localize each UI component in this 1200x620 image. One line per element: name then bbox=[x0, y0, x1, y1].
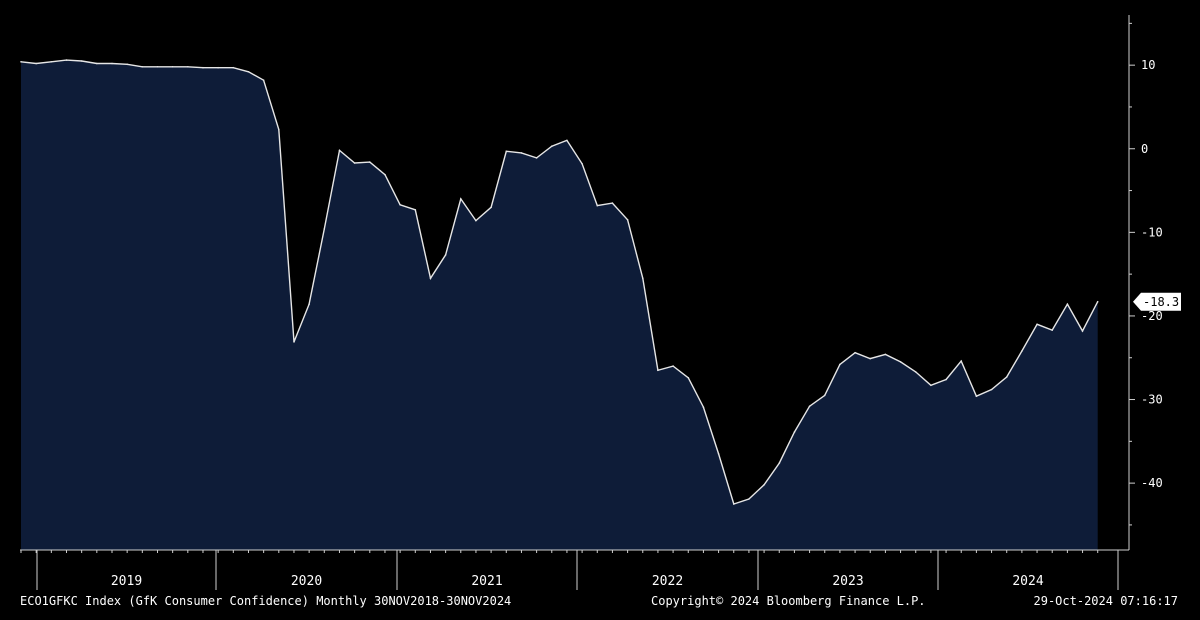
data-point bbox=[839, 363, 841, 366]
footer-timestamp: 29-Oct-2024 07:16:17 bbox=[1034, 594, 1179, 608]
data-point bbox=[293, 341, 295, 343]
last-value-label: -18.3 bbox=[1143, 295, 1179, 309]
data-point bbox=[1021, 350, 1023, 352]
data-point bbox=[217, 66, 219, 69]
x-tick-label: 2019 bbox=[111, 574, 142, 589]
data-point bbox=[763, 484, 765, 486]
data-point bbox=[414, 209, 417, 211]
data-point bbox=[156, 66, 159, 68]
data-point bbox=[308, 303, 310, 306]
data-point bbox=[20, 61, 22, 63]
data-point bbox=[353, 162, 356, 164]
data-point bbox=[672, 365, 674, 367]
series-area bbox=[21, 60, 1098, 550]
data-point bbox=[884, 353, 887, 356]
data-point bbox=[1005, 376, 1008, 378]
y-tick-label: -30 bbox=[1141, 393, 1163, 407]
data-point bbox=[657, 369, 659, 372]
data-point bbox=[96, 62, 98, 65]
data-point bbox=[444, 254, 447, 256]
data-point bbox=[505, 150, 508, 153]
data-point bbox=[566, 139, 568, 142]
x-tick-label: 2021 bbox=[471, 574, 502, 589]
data-point bbox=[35, 62, 37, 65]
x-tick-label: 2023 bbox=[832, 574, 863, 589]
data-point bbox=[960, 360, 962, 362]
y-tick-label: -20 bbox=[1141, 309, 1163, 323]
data-point bbox=[1096, 300, 1099, 303]
data-point bbox=[808, 405, 811, 408]
data-point bbox=[975, 395, 978, 398]
data-point bbox=[596, 204, 599, 207]
data-point bbox=[126, 63, 128, 66]
plot-layer bbox=[20, 59, 1099, 550]
data-point bbox=[748, 498, 750, 500]
data-point bbox=[1081, 330, 1084, 332]
footer: ECO1GFKC Index (GfK Consumer Confidence)… bbox=[20, 594, 1178, 608]
data-point bbox=[247, 71, 250, 73]
data-point bbox=[429, 277, 432, 280]
data-point bbox=[899, 361, 902, 363]
data-point bbox=[551, 145, 553, 147]
data-point bbox=[945, 378, 947, 381]
data-point bbox=[1051, 329, 1053, 331]
data-point bbox=[490, 206, 492, 209]
data-point bbox=[369, 161, 371, 163]
data-point bbox=[642, 277, 644, 280]
data-point bbox=[50, 61, 53, 63]
y-tick-label: -40 bbox=[1141, 476, 1163, 490]
data-point bbox=[717, 453, 720, 455]
data-point bbox=[914, 371, 917, 373]
data-point bbox=[581, 163, 583, 165]
y-tick-label: 10 bbox=[1141, 58, 1155, 72]
data-point bbox=[930, 384, 932, 387]
data-point bbox=[869, 357, 871, 360]
data-point bbox=[141, 66, 144, 68]
data-point bbox=[111, 62, 113, 65]
data-point bbox=[65, 59, 68, 61]
data-point bbox=[823, 394, 826, 397]
data-point bbox=[202, 66, 204, 69]
axis-layer: 10 0 -10 -20 -30 -40 -18.3 2019 2020 2021 2022 2023… bbox=[20, 15, 1181, 590]
data-point bbox=[171, 66, 174, 68]
data-point bbox=[460, 198, 462, 200]
data-point bbox=[1036, 323, 1038, 326]
footer-source: ECO1GFKC Index (GfK Consumer Confidence)… bbox=[20, 594, 511, 608]
data-point bbox=[399, 204, 401, 206]
data-point bbox=[520, 152, 523, 154]
data-point bbox=[384, 173, 386, 176]
data-point bbox=[733, 503, 735, 505]
data-point bbox=[687, 377, 690, 379]
x-tick-label: 2020 bbox=[291, 574, 322, 589]
data-point bbox=[611, 202, 614, 204]
data-point bbox=[535, 157, 538, 159]
data-point bbox=[475, 219, 477, 222]
series-line bbox=[20, 59, 1099, 505]
data-point bbox=[793, 431, 796, 433]
x-tick-label: 2022 bbox=[652, 574, 683, 589]
last-value-badge bbox=[1133, 292, 1181, 311]
data-point bbox=[1066, 303, 1069, 306]
data-point bbox=[854, 351, 856, 354]
data-point bbox=[338, 149, 341, 152]
data-point bbox=[626, 219, 629, 221]
data-point bbox=[262, 79, 265, 81]
data-point bbox=[990, 388, 993, 391]
y-tick-label: -10 bbox=[1141, 225, 1163, 239]
data-point bbox=[232, 66, 235, 69]
x-tick-label: 2024 bbox=[1012, 574, 1043, 589]
data-point bbox=[778, 462, 781, 464]
data-point bbox=[278, 128, 280, 131]
data-point bbox=[187, 66, 189, 68]
data-point bbox=[80, 60, 83, 62]
y-tick-label: 0 bbox=[1141, 142, 1148, 156]
data-point bbox=[323, 228, 326, 230]
footer-copyright: Copyright© 2024 Bloomberg Finance L.P. bbox=[651, 594, 926, 608]
data-point bbox=[702, 406, 705, 408]
